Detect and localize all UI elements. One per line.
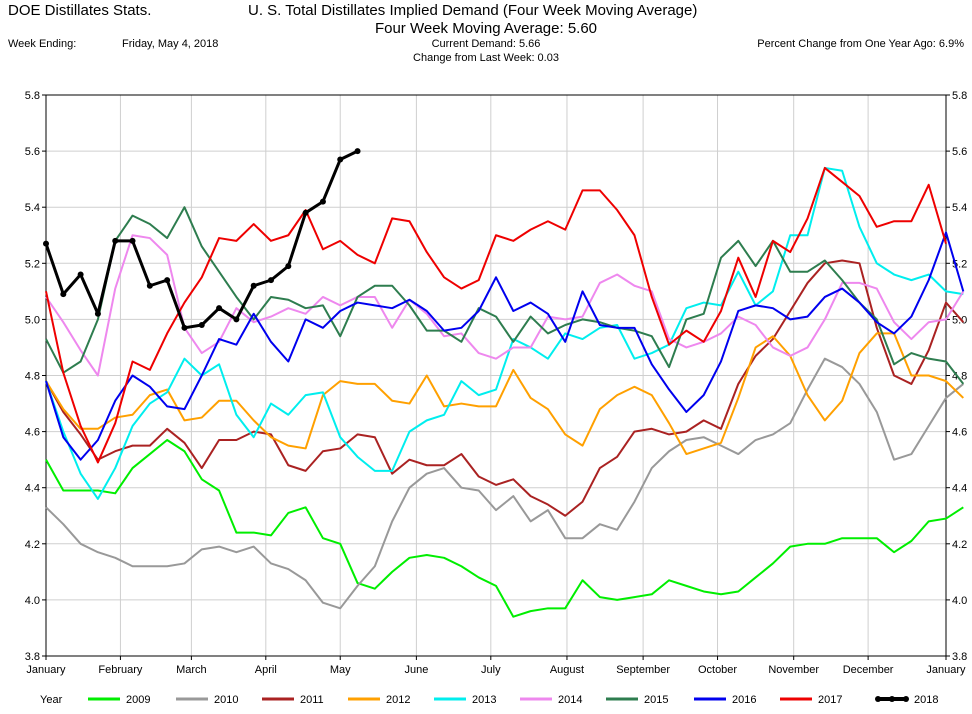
legend-label-2013: 2013 bbox=[472, 694, 496, 706]
legend-marker-2018 bbox=[889, 696, 895, 702]
x-tick-label: January bbox=[926, 664, 966, 676]
y-tick-label-left: 4.2 bbox=[25, 539, 40, 551]
y-tick-label-left: 4.8 bbox=[25, 371, 40, 383]
y-tick-label-left: 4.4 bbox=[25, 483, 40, 495]
legend-label-2009: 2009 bbox=[126, 694, 150, 706]
data-point-2018 bbox=[198, 322, 205, 329]
x-tick-label: October bbox=[698, 664, 737, 676]
legend-label-2010: 2010 bbox=[214, 694, 238, 706]
series-line-2013 bbox=[45, 166, 964, 500]
y-tick-label-left: 5.0 bbox=[25, 314, 40, 326]
data-point-2018 bbox=[285, 263, 292, 270]
data-point-2018 bbox=[146, 282, 153, 289]
chart-subtitle: Four Week Moving Average: 5.60 bbox=[374, 20, 598, 37]
y-tick-label-right: 5.0 bbox=[952, 314, 967, 326]
y-tick-label-right: 5.8 bbox=[952, 90, 967, 102]
y-tick-label-left: 4.6 bbox=[25, 427, 40, 439]
legend-marker-2018 bbox=[903, 696, 909, 702]
y-tick-label-left: 5.8 bbox=[25, 90, 40, 102]
legend-label-2012: 2012 bbox=[386, 694, 410, 706]
legend-label-2017: 2017 bbox=[818, 694, 842, 706]
week-ending-label: Week Ending: bbox=[8, 38, 77, 50]
y-tick-label-right: 4.2 bbox=[952, 539, 967, 551]
current-demand: Current Demand: 5.66 bbox=[431, 38, 541, 50]
data-point-2018 bbox=[129, 237, 136, 244]
data-point-2018 bbox=[354, 148, 361, 155]
data-point-2018 bbox=[250, 282, 257, 289]
series-line-2010 bbox=[45, 357, 964, 610]
legend-label-2011: 2011 bbox=[300, 694, 324, 706]
data-point-2018 bbox=[43, 240, 49, 247]
legend-label-2018: 2018 bbox=[914, 694, 938, 706]
x-tick-label: November bbox=[768, 664, 819, 676]
data-point-2018 bbox=[302, 209, 309, 216]
y-tick-label-right: 4.4 bbox=[952, 483, 967, 495]
data-point-2018 bbox=[77, 271, 84, 278]
x-tick-label: February bbox=[98, 664, 143, 676]
series-line-2015 bbox=[45, 206, 965, 385]
x-tick-label: January bbox=[26, 664, 66, 676]
y-tick-label-left: 3.8 bbox=[25, 651, 40, 663]
data-point-2018 bbox=[337, 156, 344, 163]
data-point-2018 bbox=[216, 305, 223, 312]
series-line-2012 bbox=[45, 332, 965, 456]
y-tick-label-left: 5.2 bbox=[25, 258, 40, 270]
data-point-2018 bbox=[319, 198, 326, 205]
percent-change-year-ago: Percent Change from One Year Ago: 6.9% bbox=[757, 38, 964, 50]
plot-frame bbox=[45, 94, 947, 657]
data-point-2018 bbox=[60, 291, 67, 298]
y-tick-label-right: 5.4 bbox=[952, 202, 967, 214]
x-tick-label: August bbox=[550, 664, 584, 676]
series-line-2016 bbox=[45, 231, 965, 461]
x-tick-label: March bbox=[176, 664, 207, 676]
change-from-last-week: Change from Last Week: 0.03 bbox=[413, 52, 559, 64]
data-point-2018 bbox=[112, 237, 119, 244]
source-label: DOE Distillates Stats. bbox=[8, 2, 152, 19]
legend-marker-2018 bbox=[875, 696, 881, 702]
y-tick-label-left: 5.6 bbox=[25, 146, 40, 158]
legend-label-2014: 2014 bbox=[558, 694, 582, 706]
data-point-2018 bbox=[181, 324, 188, 331]
x-tick-label: May bbox=[330, 664, 351, 676]
chart-title: U. S. Total Distillates Implied Demand (… bbox=[248, 2, 698, 19]
y-tick-label-right: 4.0 bbox=[952, 595, 967, 607]
y-tick-label-right: 3.8 bbox=[952, 651, 967, 663]
week-ending-value: Friday, May 4, 2018 bbox=[122, 38, 219, 50]
data-point-2018 bbox=[164, 277, 171, 284]
series-line-2018 bbox=[44, 149, 359, 330]
y-tick-label-left: 5.4 bbox=[25, 202, 40, 214]
data-point-2018 bbox=[94, 310, 101, 317]
data-point-2018 bbox=[268, 277, 274, 284]
y-tick-label-right: 5.6 bbox=[952, 146, 967, 158]
series-line-2011 bbox=[45, 259, 965, 517]
legend-title: Year bbox=[40, 694, 63, 706]
x-tick-label: December bbox=[843, 664, 894, 676]
x-tick-label: June bbox=[404, 664, 428, 676]
x-tick-label: April bbox=[255, 664, 277, 676]
legend-label-2016: 2016 bbox=[732, 694, 756, 706]
y-tick-label-left: 4.0 bbox=[25, 595, 40, 607]
legend-label-2015: 2015 bbox=[644, 694, 668, 706]
series-line-2009 bbox=[45, 439, 964, 618]
series-line-2014 bbox=[45, 234, 965, 377]
y-tick-label-right: 4.6 bbox=[952, 427, 967, 439]
x-tick-label: July bbox=[481, 664, 501, 676]
series-line-2017 bbox=[45, 166, 947, 464]
x-tick-label: September bbox=[616, 664, 670, 676]
data-point-2018 bbox=[233, 316, 240, 323]
